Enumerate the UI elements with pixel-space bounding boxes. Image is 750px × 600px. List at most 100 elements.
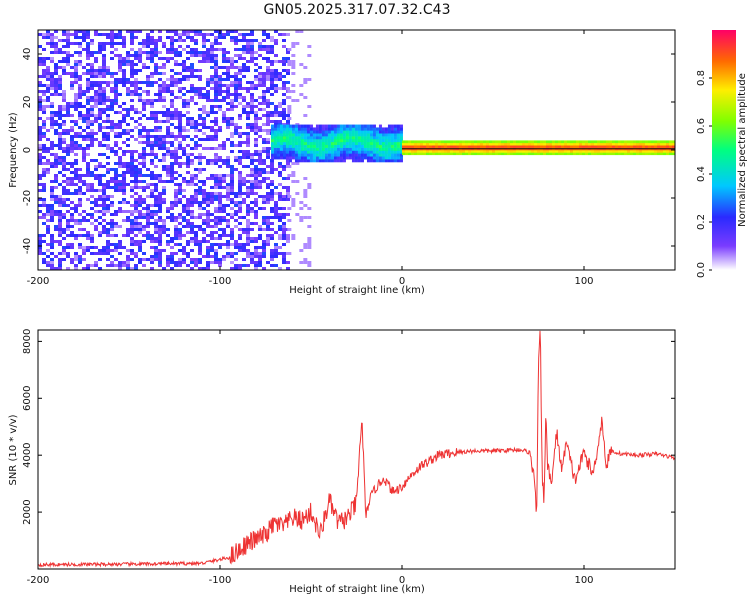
spectrogram-cell (351, 141, 355, 146)
spectrogram-cell (174, 33, 178, 36)
spectrogram-cell (336, 153, 340, 157)
spectrogram-cell (372, 130, 376, 134)
spectrogram-cell (468, 140, 471, 144)
spectrogram-cell (273, 141, 277, 146)
spectrogram-cell (114, 81, 118, 84)
spectrogram-cell (286, 192, 290, 195)
spectrogram-cell (230, 186, 234, 189)
spectrogram-cell (38, 117, 42, 120)
spectrogram-cell (600, 142, 603, 146)
spectrogram-cell (282, 99, 286, 102)
spectrogram-cell (142, 165, 146, 168)
spectrogram-cell (282, 177, 286, 180)
spectrogram-cell (396, 127, 400, 131)
spectrogram-cell (492, 142, 495, 146)
spectrogram-cell (537, 152, 540, 156)
spectrogram-cell (98, 123, 102, 126)
spectrogram-cell (230, 132, 234, 135)
spectrogram-cell (266, 33, 270, 36)
spectrogram-cell (423, 152, 426, 156)
spectrogram-cell (194, 147, 198, 150)
spectrogram-cell (130, 225, 134, 228)
spectrogram-cell (42, 216, 46, 219)
spectrogram-cell (510, 142, 513, 146)
spectrogram-cell (507, 150, 510, 153)
spectrogram-cell (222, 54, 226, 57)
spectrogram-cell (516, 150, 519, 153)
spectrogram-cell (303, 78, 308, 81)
spectrogram-cell (309, 144, 313, 148)
spectrogram-cell (429, 140, 432, 144)
spectrogram-cell (214, 174, 218, 177)
spectrogram-cell (426, 150, 429, 153)
spectrogram-cell (162, 192, 166, 195)
spectrogram-cell (202, 57, 206, 60)
spectrogram-cell (214, 177, 218, 180)
spectrogram-cell (282, 195, 286, 198)
spectrogram-cell (270, 255, 274, 258)
spectrogram-cell (94, 33, 98, 36)
spectrogram-cell (630, 140, 633, 144)
spectrogram-cell (246, 42, 250, 45)
spectrogram-cell (82, 114, 86, 117)
spectrogram-cell (98, 174, 102, 177)
spectrogram-cell (537, 140, 540, 144)
spectrogram-cell (102, 75, 106, 78)
spectrogram-cell (286, 240, 290, 243)
spectrogram-cell (360, 127, 364, 131)
spectrogram-cell (122, 174, 126, 177)
spectrogram-cell (62, 165, 66, 168)
spectrogram-cell (222, 117, 226, 120)
spectrogram-cell (214, 93, 218, 96)
spectrogram-cell (214, 258, 218, 261)
spectrogram-x-ticks: -200 -100 0 100 (27, 30, 594, 287)
spectrogram-cell (190, 213, 194, 216)
spectrogram-cell (381, 147, 385, 151)
spectrogram-cell (66, 168, 70, 171)
spectrogram-cell (190, 90, 194, 93)
spectrogram-cell (114, 222, 118, 225)
spectrogram-cell (170, 150, 174, 153)
spectrogram-cell (138, 51, 142, 54)
spectrogram-cell (486, 150, 489, 153)
spectrogram-cell (254, 126, 258, 129)
spectrogram-cell (198, 144, 202, 147)
spectrogram-cell (102, 81, 106, 84)
spectrogram-cell (468, 145, 471, 148)
spectrogram-cell (579, 152, 582, 156)
spectrogram-cell (558, 140, 561, 144)
spectrogram-cell (62, 66, 66, 69)
spectrogram-cell (74, 258, 78, 261)
spectrogram-cell (146, 81, 150, 84)
spectrogram-cell (498, 145, 501, 148)
spectrogram-cell (130, 252, 134, 255)
spectrogram-cell (170, 162, 174, 165)
spectrogram-cell (258, 150, 262, 153)
spectrogram-cell (642, 150, 645, 153)
spectrogram-cell (206, 219, 210, 222)
colorbar: 0.00.20.40.60.8 Normalized spectral ampl… (696, 30, 748, 278)
spectrogram-cell (194, 168, 198, 171)
spectrogram-cell (194, 156, 198, 159)
spectrogram-cell (306, 136, 310, 140)
spectrogram-cell (266, 132, 270, 135)
spectrogram-cell (158, 120, 162, 123)
spectrogram-cell (274, 186, 278, 189)
spectrogram-cell (564, 142, 567, 146)
spectrogram-cell (294, 156, 298, 160)
spectrogram-cell (106, 252, 110, 255)
spectrogram-cell (312, 130, 316, 134)
spectrogram-cell (190, 69, 194, 72)
spectrogram-cell (126, 234, 130, 237)
spectrogram-cell (381, 130, 385, 134)
spectrogram-cell (234, 66, 238, 69)
spectrogram-cell (214, 162, 218, 165)
spectrogram-cell (134, 177, 138, 180)
spectrogram-cell (74, 204, 78, 207)
spectrogram-cell (162, 201, 166, 204)
spectrogram-cell (432, 142, 435, 146)
spectrogram-cell (42, 240, 46, 243)
spectrogram-cell (254, 252, 258, 255)
spectrogram-cell (42, 135, 46, 138)
spectrogram-cell (114, 234, 118, 237)
